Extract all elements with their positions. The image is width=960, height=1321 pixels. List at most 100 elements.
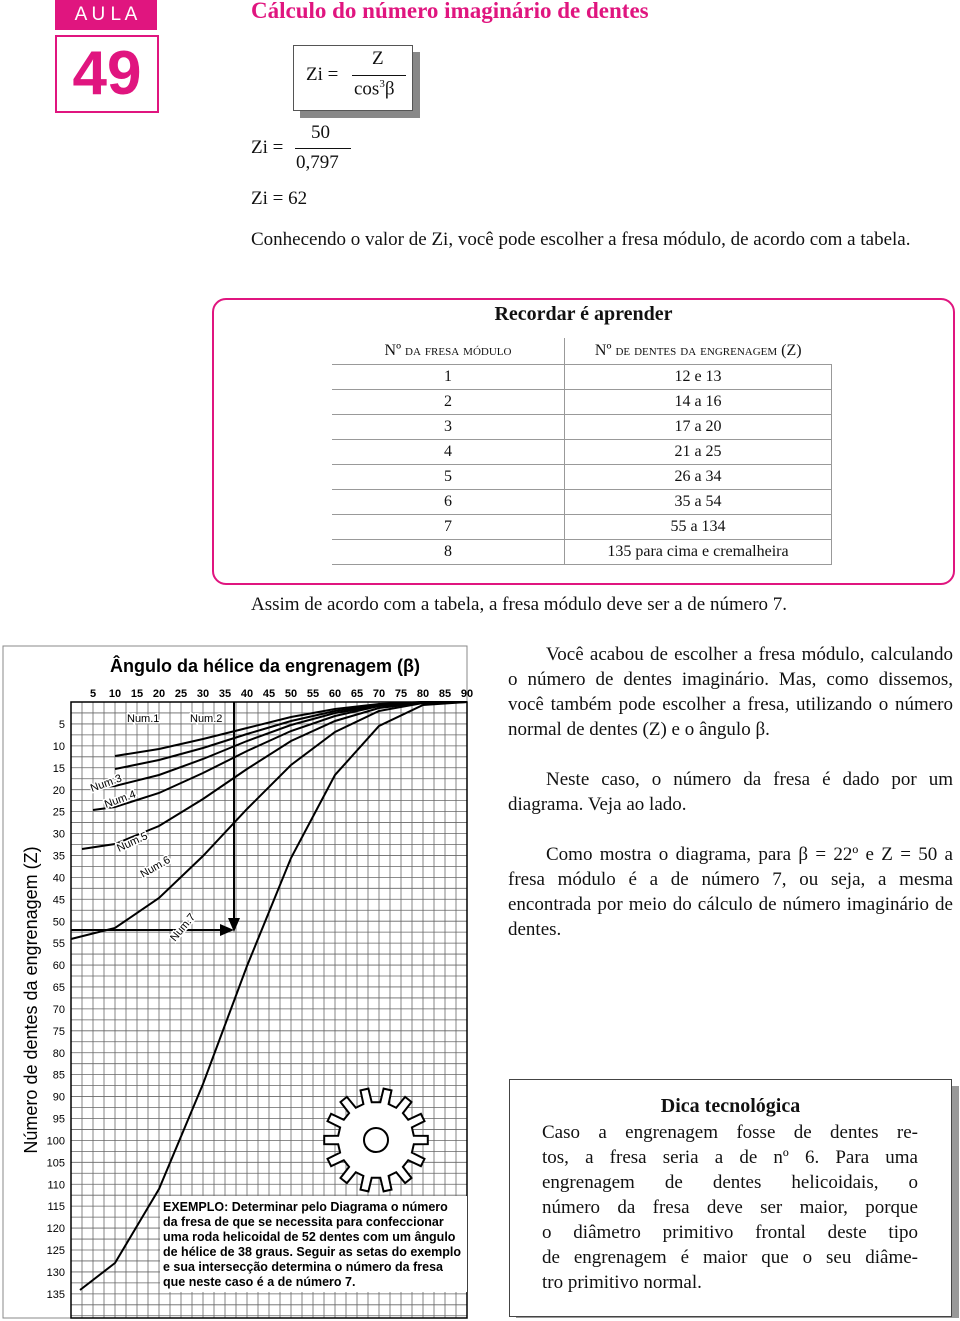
tip-box: Dica tecnológica Caso a engrenagem fosse… <box>509 1079 952 1317</box>
table-cell: 6 <box>332 489 565 515</box>
y-tick-label: 75 <box>53 1026 65 1038</box>
paragraph: Conhecendo o valor de Zi, você pode esco… <box>251 229 911 250</box>
table-cell: 26 a 34 <box>564 464 832 490</box>
diagram-title: Ângulo da hélice da engrenagem (β) <box>110 655 420 676</box>
y-tick-label: 105 <box>47 1157 65 1169</box>
y-tick-label: 120 <box>47 1223 65 1235</box>
tip-line: tro primitivo normal. <box>542 1272 702 1293</box>
side-text: Você acabou de escolher a fresa módulo, … <box>508 642 953 942</box>
paragraph: Neste caso, o número da fresa é dado por… <box>508 769 953 815</box>
curve <box>70 701 468 940</box>
x-tick-label: 70 <box>373 688 385 700</box>
fraction-bar <box>352 75 406 76</box>
tip-title: Dica tecnológica <box>660 1095 801 1117</box>
y-tick-label: 80 <box>53 1048 65 1060</box>
y-tick-label: 50 <box>53 916 65 928</box>
table-cell: 17 a 20 <box>564 414 832 440</box>
calc-numerator: 50 <box>311 122 330 143</box>
y-tick-label: 70 <box>53 1004 65 1016</box>
y-tick-label: 5 <box>59 719 65 731</box>
x-tick-label: 35 <box>219 688 231 700</box>
table-cell: 55 a 134 <box>564 514 832 540</box>
example-text: da fresa de que se necessita para confec… <box>163 1215 444 1229</box>
curve-label: Num.2 <box>190 713 222 725</box>
grid-frame <box>70 701 468 1319</box>
y-tick-label: 65 <box>53 982 65 994</box>
fraction-bar <box>295 148 351 149</box>
x-tick-label: 65 <box>351 688 363 700</box>
curve <box>79 701 468 1291</box>
table-cell: 1 <box>332 364 565 390</box>
x-tick-label: 25 <box>175 688 187 700</box>
y-tick-label: 125 <box>47 1245 65 1257</box>
table-cell: 2 <box>332 389 565 415</box>
calc-result: Zi = 62 <box>251 188 308 209</box>
x-tick-label: 30 <box>197 688 209 700</box>
y-tick-label: 100 <box>47 1135 65 1147</box>
table-title: Recordar é aprender <box>494 303 673 325</box>
table-cell: 12 e 13 <box>564 364 832 390</box>
calc-denominator: 0,797 <box>296 152 339 173</box>
table-cell: 35 a 54 <box>564 489 832 515</box>
y-tick-label: 85 <box>53 1070 65 1082</box>
example-text: uma roda helicoidal de 52 dentes com um … <box>163 1230 456 1244</box>
aula-number: 49 <box>55 35 159 113</box>
table-cell: 8 <box>332 539 565 565</box>
table-row: 8 135 para cima e cremalheira <box>332 539 832 565</box>
y-tick-label: 110 <box>47 1179 65 1191</box>
tip-line: de engrenagem é maior que o seu diâme- <box>542 1247 918 1268</box>
x-tick-label: 45 <box>263 688 275 700</box>
gear-hub <box>363 1127 389 1153</box>
table-row: 4 21 a 25 <box>332 439 832 465</box>
table-row: 3 17 a 20 <box>332 414 832 440</box>
arrowhead <box>220 924 234 936</box>
table-cell: 3 <box>332 414 565 440</box>
y-axis-label: Número de dentes da engrenagem (Z) <box>21 846 41 1153</box>
y-tick-label: 60 <box>53 960 65 972</box>
tip-line: número da fresa deve ser maior, porque <box>542 1197 918 1218</box>
y-tick-label: 10 <box>53 741 65 753</box>
exponent: 3 <box>379 78 385 90</box>
calc-lhs: Zi = <box>251 137 284 158</box>
curve <box>81 701 468 850</box>
tip-line: o diâmetro primitivo frontal deste tipo <box>542 1222 918 1243</box>
table-row: 5 26 a 34 <box>332 464 832 490</box>
table-row: 1 12 e 13 <box>332 364 832 390</box>
calculation: Zi = 50 0,797 <box>251 120 371 180</box>
y-tick-label: 30 <box>53 829 65 841</box>
table-cell: 14 a 16 <box>564 389 832 415</box>
example-box <box>160 1196 467 1292</box>
x-tick-label: 5 <box>90 688 96 700</box>
column-header: Nº da fresa módulo <box>332 338 565 365</box>
y-tick-label: 25 <box>53 807 65 819</box>
y-tick-label: 35 <box>53 851 65 863</box>
y-tick-label: 90 <box>53 1092 65 1104</box>
y-tick-label: 40 <box>53 872 65 884</box>
table-box: Recordar é aprender Nº da fresa módulo Nº… <box>212 298 955 585</box>
y-tick-label: 45 <box>53 894 65 906</box>
column-header: Nº de dentes da engrenagem (Z) <box>564 338 832 365</box>
table-row: 7 55 a 134 <box>332 514 832 540</box>
paragraph: Como mostra o diagrama, para β = 22º e Z… <box>508 844 953 940</box>
example-text: e sua intersecção determina o número da … <box>163 1260 444 1274</box>
table-cell: 21 a 25 <box>564 439 832 465</box>
arrowhead <box>228 918 240 932</box>
table-row: 6 35 a 54 <box>332 489 832 515</box>
x-tick-label: 75 <box>395 688 407 700</box>
x-tick-label: 50 <box>285 688 297 700</box>
example-text: que neste caso é a de número 7. <box>163 1275 355 1289</box>
x-tick-label: 10 <box>109 688 121 700</box>
x-tick-label: 60 <box>329 688 341 700</box>
x-tick-label: 90 <box>461 688 473 700</box>
x-tick-label: 55 <box>307 688 319 700</box>
x-tick-label: 85 <box>439 688 451 700</box>
table-cell: 5 <box>332 464 565 490</box>
curves <box>70 701 468 1291</box>
cos: cos <box>354 78 380 100</box>
page-title: Cálculo do número imaginário de dentes <box>251 0 649 23</box>
y-tick-label: 15 <box>53 763 65 775</box>
tip-line: engrenagem de dentes helicoidais, o <box>542 1172 918 1193</box>
x-tick-label: 40 <box>241 688 253 700</box>
tip-text: Caso a engrenagem fosse de dentes re-tos… <box>542 1120 918 1295</box>
